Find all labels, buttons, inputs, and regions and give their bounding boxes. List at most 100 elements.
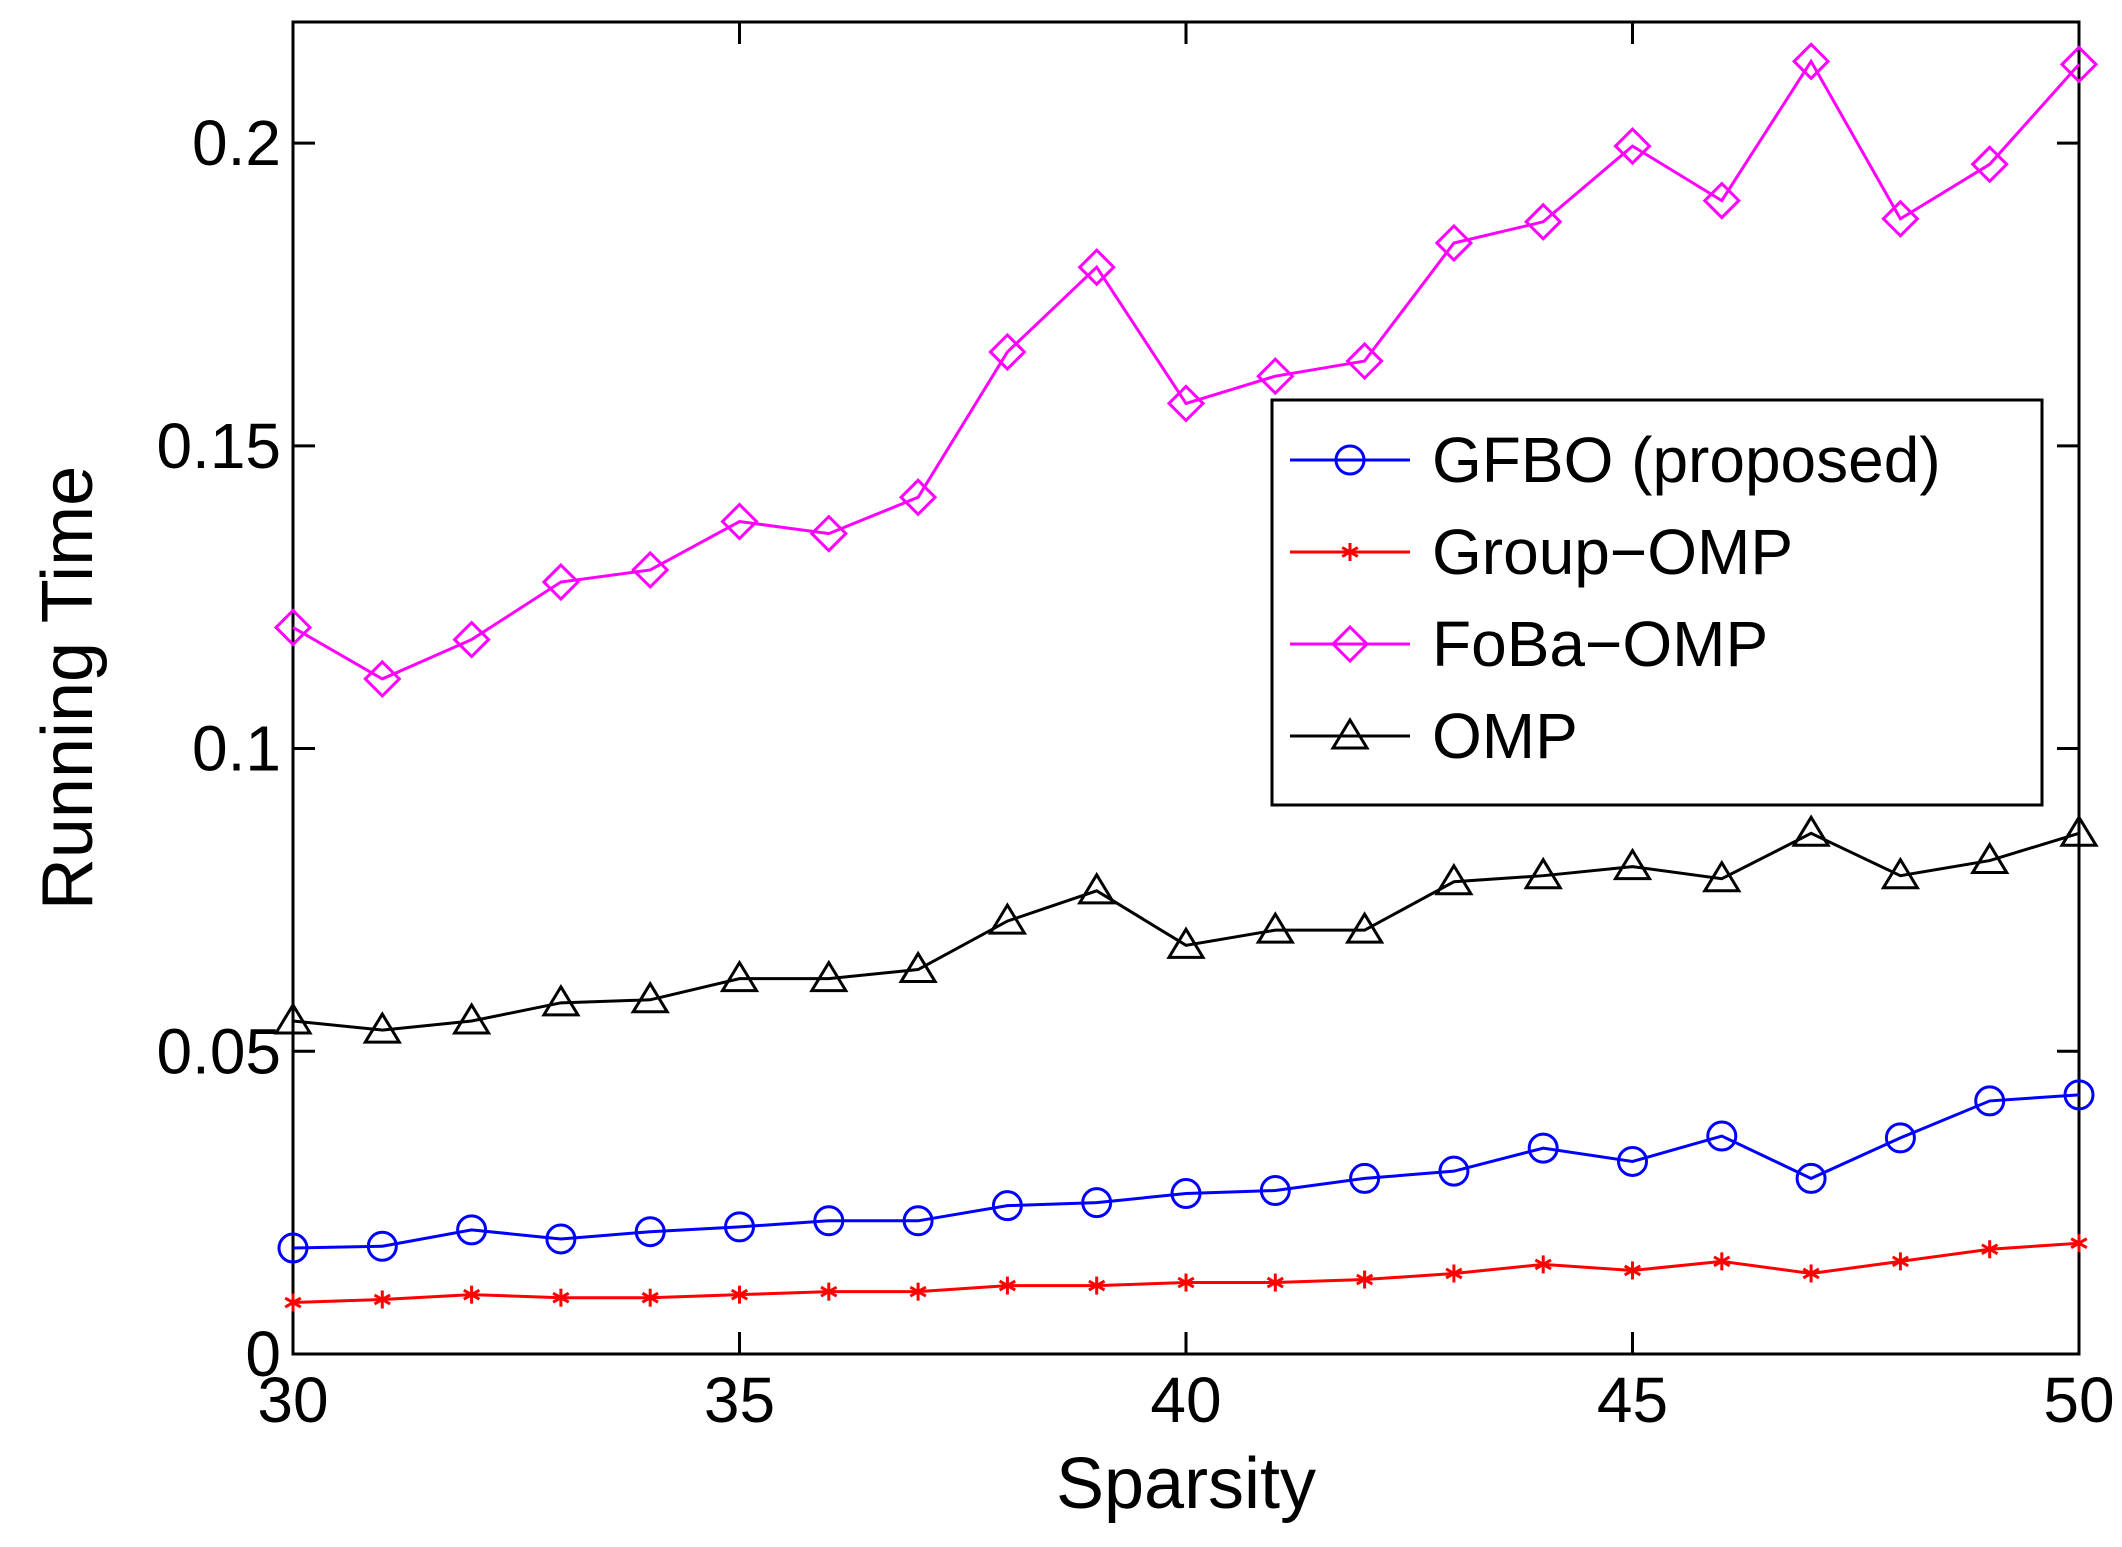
x-tick-label: 50 <box>2043 1364 2114 1436</box>
data-point-omp <box>1612 847 1653 881</box>
data-point-foba-omp <box>1166 384 1206 423</box>
series-line-omp <box>292 831 2080 1032</box>
data-point-foba-omp <box>1791 42 1831 81</box>
data-point-foba-omp <box>541 562 581 602</box>
data-point-group-omp <box>1534 1255 1552 1274</box>
data-point-gfbo-proposed <box>1706 1120 1738 1152</box>
series-line-foba-omp <box>292 58 2081 681</box>
legend-item-group-omp: Group−OMP <box>1290 516 1793 588</box>
y-tick-label: 0.15 <box>156 410 281 482</box>
series-group-omp <box>284 1234 2088 1312</box>
data-point-gfbo-proposed <box>366 1230 398 1262</box>
data-point-gfbo-proposed <box>2063 1079 2095 1111</box>
data-point-group-omp <box>909 1282 927 1301</box>
legend-label: FoBa−OMP <box>1432 608 1768 680</box>
y-tick-label: 0.05 <box>156 1015 281 1087</box>
series-omp <box>273 814 2099 1044</box>
data-point-omp <box>630 980 670 1014</box>
series-layer <box>273 42 2099 1312</box>
data-point-foba-omp <box>720 502 759 541</box>
data-point-group-omp <box>998 1276 1016 1295</box>
series-foba-omp <box>273 42 2099 699</box>
data-point-gfbo-proposed <box>545 1223 577 1255</box>
data-point-group-omp <box>1802 1264 1820 1283</box>
data-point-omp <box>719 959 760 993</box>
data-point-foba-omp <box>1970 145 2009 184</box>
data-point-gfbo-proposed <box>277 1232 309 1264</box>
data-point-gfbo-proposed <box>813 1205 845 1237</box>
data-point-group-omp <box>1891 1252 1909 1271</box>
x-axis-title: Sparsity <box>1056 1444 1316 1524</box>
data-point-foba-omp <box>1881 199 1920 238</box>
data-point-group-omp <box>1623 1261 1642 1280</box>
data-point-omp <box>987 902 1028 935</box>
y-tick-label: 0 <box>245 1318 281 1390</box>
data-point-group-omp <box>284 1293 302 1312</box>
legend-marker <box>1341 543 1359 561</box>
data-point-group-omp <box>1356 1270 1374 1289</box>
data-point-foba-omp <box>2059 45 2099 84</box>
data-point-omp <box>809 959 849 993</box>
data-point-group-omp <box>373 1290 391 1309</box>
series-gfbo-proposed <box>277 1079 2095 1264</box>
data-point-omp <box>541 983 581 1017</box>
data-point-gfbo-proposed <box>1974 1085 2006 1117</box>
axis-ticks: 30 35 40 45 50 0 0.05 0.1 0.15 0.2 <box>156 22 2115 1436</box>
data-point-foba-omp <box>1345 341 1384 381</box>
data-point-group-omp <box>641 1288 659 1307</box>
data-point-foba-omp <box>1256 357 1295 396</box>
x-tick-label: 35 <box>704 1364 775 1436</box>
data-point-foba-omp <box>631 550 670 590</box>
data-point-omp <box>362 1011 402 1044</box>
data-point-omp <box>2059 814 2099 847</box>
data-point-gfbo-proposed <box>991 1190 1023 1222</box>
legend-marker <box>1330 624 1370 664</box>
legend-item-foba-omp: FoBa−OMP <box>1290 608 1768 680</box>
data-point-gfbo-proposed <box>1438 1155 1470 1187</box>
data-point-foba-omp <box>1434 223 1474 263</box>
data-point-omp <box>451 1002 492 1035</box>
data-point-foba-omp <box>1524 202 1563 241</box>
data-point-group-omp <box>463 1285 481 1304</box>
data-point-gfbo-proposed <box>1617 1145 1648 1177</box>
data-point-omp <box>1077 871 1117 905</box>
data-point-gfbo-proposed <box>634 1216 666 1248</box>
data-point-gfbo-proposed <box>1527 1132 1559 1164</box>
data-point-group-omp <box>1177 1273 1195 1292</box>
legend-item-gfbo-proposed: GFBO (proposed) <box>1290 424 1941 496</box>
data-point-group-omp <box>1981 1240 1999 1259</box>
data-point-omp <box>1523 856 1563 890</box>
data-point-foba-omp <box>898 478 938 517</box>
data-point-omp <box>1166 926 1206 959</box>
data-point-omp <box>1970 841 2010 875</box>
data-point-foba-omp <box>452 620 491 659</box>
legend-marker <box>1330 717 1370 750</box>
data-point-foba-omp <box>809 514 848 553</box>
data-point-omp <box>1344 911 1385 944</box>
data-point-gfbo-proposed <box>1795 1162 1827 1194</box>
data-point-gfbo-proposed <box>1081 1187 1113 1219</box>
legend-label: GFBO (proposed) <box>1432 424 1941 496</box>
data-point-group-omp <box>552 1288 570 1307</box>
y-tick-label: 0.2 <box>192 107 281 179</box>
data-point-gfbo-proposed <box>902 1205 934 1237</box>
x-tick-label: 40 <box>1150 1364 1221 1436</box>
data-point-foba-omp <box>1077 248 1116 287</box>
legend-item-omp: OMP <box>1290 700 1578 772</box>
data-point-group-omp <box>1713 1252 1731 1271</box>
data-point-omp <box>1791 814 1831 847</box>
data-point-omp <box>273 1002 313 1035</box>
data-point-group-omp <box>1088 1276 1106 1295</box>
data-point-foba-omp <box>1613 126 1652 166</box>
data-point-group-omp <box>1445 1264 1463 1283</box>
data-point-gfbo-proposed <box>1259 1175 1291 1207</box>
data-point-gfbo-proposed <box>724 1211 755 1243</box>
data-point-omp <box>1702 859 1742 893</box>
legend-marker <box>1334 444 1366 476</box>
data-point-foba-omp <box>363 659 402 699</box>
data-point-omp <box>1434 862 1474 896</box>
data-point-omp <box>898 950 938 984</box>
data-point-foba-omp <box>1702 181 1741 220</box>
data-point-group-omp <box>1266 1273 1284 1292</box>
data-point-omp <box>1880 856 1921 890</box>
